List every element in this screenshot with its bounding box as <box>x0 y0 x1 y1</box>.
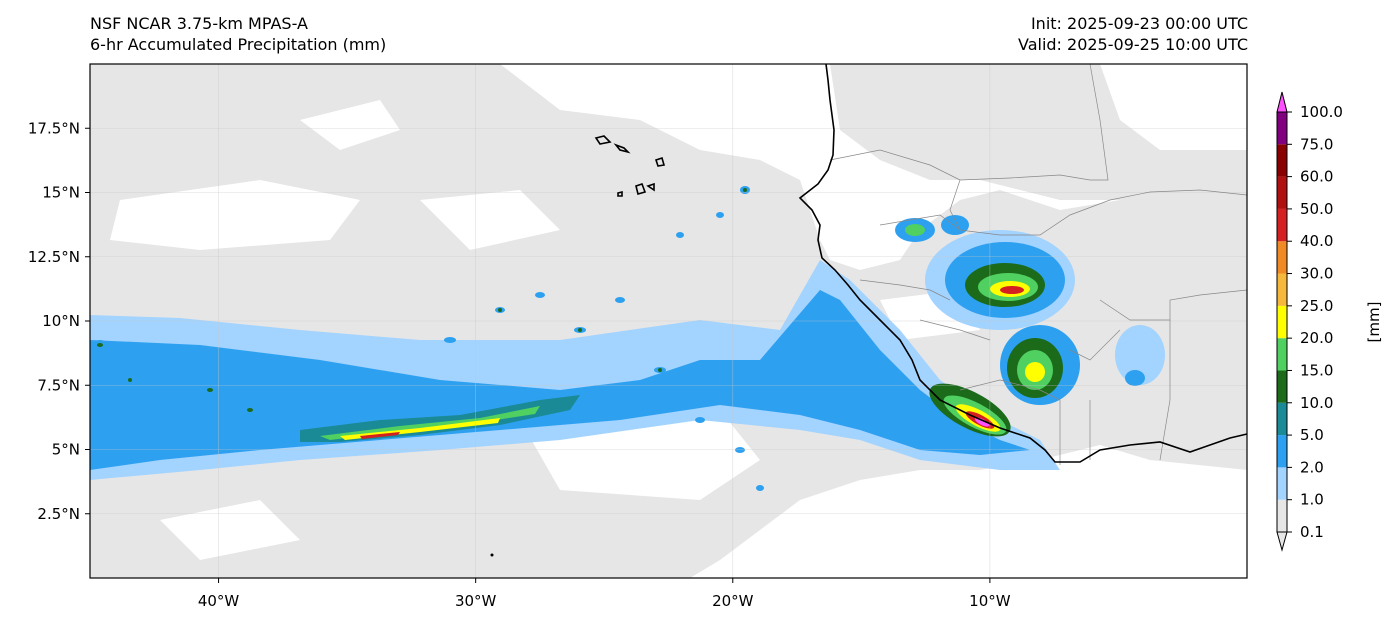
colorbar-label: 50.0 <box>1300 200 1333 218</box>
colorbar-label: 20.0 <box>1300 329 1333 347</box>
colorbar-extend-min <box>1276 531 1288 552</box>
dry-patch-2 <box>300 100 400 150</box>
colorbar-label: 0.1 <box>1300 523 1324 541</box>
plot-title-right: Init: 2025-09-23 00:00 UTC Valid: 2025-0… <box>1018 13 1248 55</box>
colorbar-segment <box>1277 370 1287 403</box>
x-axis: 40°W 30°W 20°W 10°W <box>198 578 1011 610</box>
y-tick-label: 15°N <box>42 184 80 202</box>
scattered-cells <box>92 186 764 491</box>
colorbar-segment <box>1277 305 1287 339</box>
colorbar-label: 25.0 <box>1300 297 1333 315</box>
colorbar-segment <box>1277 112 1287 145</box>
gridlines <box>90 64 1247 578</box>
x-tick-label: 40°W <box>198 592 240 610</box>
colorbar-label: 10.0 <box>1300 394 1333 412</box>
dry-patch-3 <box>420 190 560 250</box>
init-time: Init: 2025-09-23 00:00 UTC <box>1030 14 1248 33</box>
colorbar: 0.1 1.0 2.0 5.0 10.0 15.0 20.0 25.0 30.0 40.0 50.0… <box>1276 91 1383 552</box>
colorbar-label: 30.0 <box>1300 265 1333 283</box>
colorbar-segment <box>1277 208 1287 242</box>
colorbar-extend-max <box>1276 91 1288 113</box>
colorbar-label: 2.0 <box>1300 458 1324 476</box>
x-tick-label: 20°W <box>712 592 754 610</box>
precip-trace-north <box>830 64 1247 200</box>
x-tick-label: 30°W <box>455 592 497 610</box>
coastline <box>594 63 1248 463</box>
colorbar-segment <box>1277 338 1287 371</box>
colorbar-label: 40.0 <box>1300 232 1333 250</box>
dry-patch-5 <box>160 500 300 560</box>
precip-itcz-core <box>320 406 540 440</box>
y-tick-label: 12.5°N <box>28 248 80 266</box>
colorbar-segment <box>1277 176 1287 209</box>
colorbar-segment <box>1277 402 1287 436</box>
y-axis: 2.5°N 5°N 7.5°N 10°N 12.5°N 15°N 17.5°N <box>28 119 90 523</box>
y-tick-label: 2.5°N <box>37 505 80 523</box>
valid-time: Valid: 2025-09-25 10:00 UTC <box>1017 35 1248 54</box>
colorbar-unit-label: [mm] <box>1365 302 1383 343</box>
plot-title-left: NSF NCAR 3.75-km MPAS-A 6-hr Accumulated… <box>90 13 386 55</box>
island-marker <box>490 553 494 557</box>
precip-moderate-band <box>90 290 1030 470</box>
colorbar-label: 60.0 <box>1300 168 1333 186</box>
colorbar-segment <box>1277 435 1287 468</box>
colorbar-segment <box>1277 241 1287 274</box>
scattered-cells-strong <box>97 188 747 412</box>
y-tick-label: 10°N <box>42 312 80 330</box>
model-name: NSF NCAR 3.75-km MPAS-A <box>90 14 308 33</box>
precip-itcz-peak <box>360 432 400 439</box>
field-name: 6-hr Accumulated Precipitation (mm) <box>90 35 387 54</box>
colorbar-segment <box>1277 499 1287 532</box>
x-tick-label: 10°W <box>969 592 1011 610</box>
country-borders <box>829 63 1248 465</box>
colorbar-segment <box>1277 467 1287 500</box>
colorbar-label: 15.0 <box>1300 361 1333 379</box>
colorbar-segment <box>1277 273 1287 306</box>
y-tick-label: 7.5°N <box>37 376 80 394</box>
y-tick-label: 17.5°N <box>28 119 80 137</box>
colorbar-segment <box>1277 144 1287 177</box>
colorbar-frame <box>1276 111 1288 533</box>
colorbar-label: 5.0 <box>1300 426 1324 444</box>
dry-patch-1 <box>110 180 360 250</box>
colorbar-label: 75.0 <box>1300 135 1333 153</box>
colorbar-label: 1.0 <box>1300 491 1324 509</box>
colorbar-label: 100.0 <box>1300 103 1343 121</box>
y-tick-label: 5°N <box>52 441 80 459</box>
